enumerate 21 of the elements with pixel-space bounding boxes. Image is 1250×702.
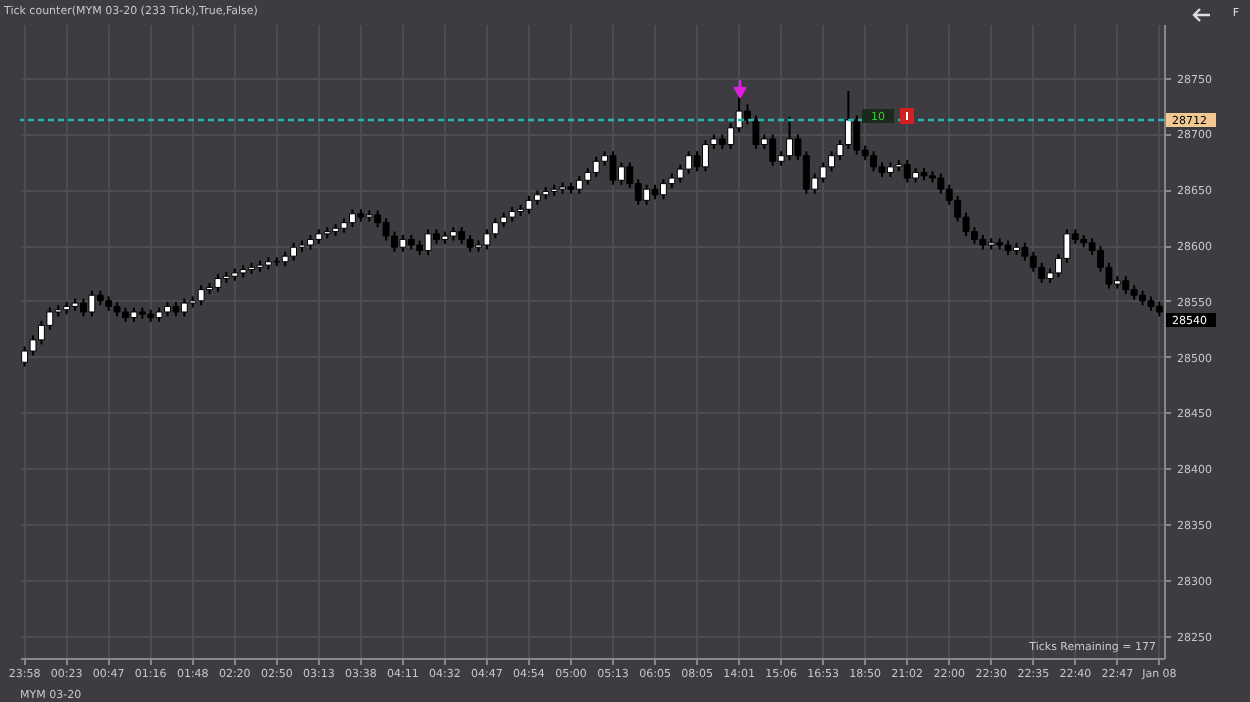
candlestick — [88, 289, 96, 318]
candlestick — [37, 319, 45, 346]
candlestick — [1038, 261, 1046, 284]
candlestick — [937, 172, 945, 195]
candlestick — [769, 133, 777, 167]
candlestick — [693, 150, 701, 173]
candlestick — [870, 150, 878, 173]
candlestick — [643, 183, 651, 206]
candlestick — [853, 114, 861, 156]
candlestick — [609, 150, 617, 186]
candlestick — [491, 217, 499, 240]
candlestick — [424, 228, 432, 257]
candlestick — [685, 150, 693, 175]
candlestick — [617, 161, 625, 186]
candlestick — [1029, 250, 1037, 273]
candlestick — [819, 161, 827, 184]
candlestick — [592, 155, 600, 178]
candlestick — [903, 159, 911, 184]
candlestick — [21, 345, 29, 368]
candlestick — [844, 89, 852, 151]
candlestick — [197, 284, 205, 307]
